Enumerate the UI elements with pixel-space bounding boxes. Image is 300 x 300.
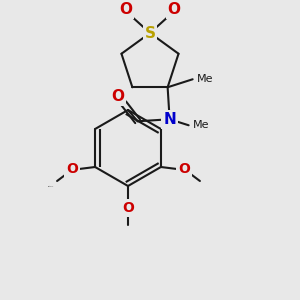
Text: Me: Me [192, 120, 209, 130]
Text: O: O [111, 89, 124, 104]
Text: O: O [66, 162, 78, 176]
Text: methoxy: methoxy [48, 185, 54, 187]
Text: O: O [167, 2, 181, 17]
Text: O: O [178, 162, 190, 176]
Text: N: N [163, 112, 176, 127]
Text: O: O [122, 201, 134, 215]
Text: S: S [145, 26, 155, 40]
Text: O: O [119, 2, 133, 17]
Text: Me: Me [196, 74, 213, 84]
